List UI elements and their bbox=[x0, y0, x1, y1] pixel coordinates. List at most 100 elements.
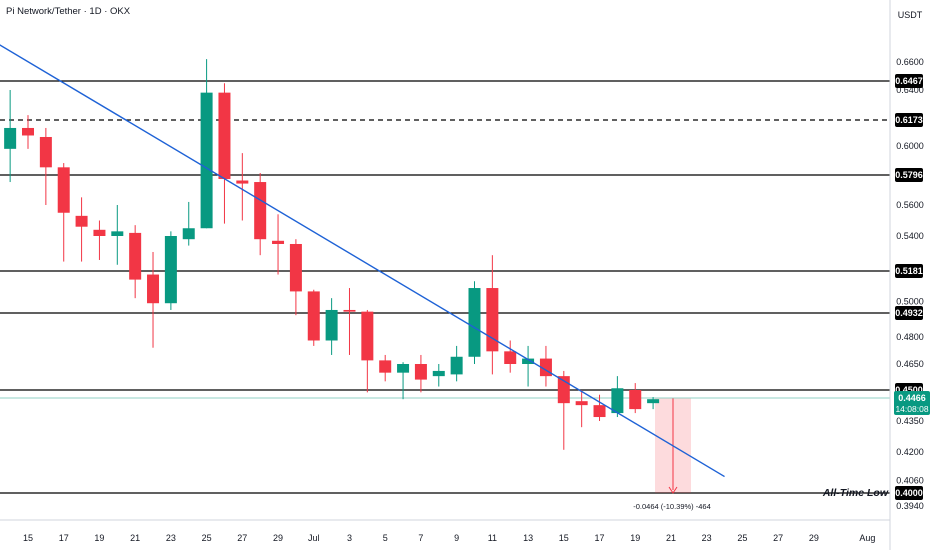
candle-body bbox=[254, 182, 267, 240]
candle-body bbox=[450, 356, 463, 375]
level-badge-label: 0.4932 bbox=[895, 308, 923, 318]
x-tick-label: 29 bbox=[273, 533, 283, 543]
level-badge bbox=[895, 264, 923, 278]
x-tick-label: 19 bbox=[630, 533, 640, 543]
y-tick-label: 0.4650 bbox=[896, 359, 924, 369]
x-tick-label: 11 bbox=[488, 533, 497, 543]
x-tick-label: Aug bbox=[859, 533, 875, 543]
candle-19 bbox=[343, 288, 356, 355]
candle-body bbox=[593, 405, 606, 418]
candle-body bbox=[182, 228, 195, 240]
candle-body bbox=[575, 401, 588, 406]
x-tick-label: 23 bbox=[702, 533, 712, 543]
candle-body bbox=[611, 388, 624, 414]
candle-body bbox=[647, 399, 660, 404]
candle-body bbox=[22, 127, 34, 136]
candle-35 bbox=[629, 383, 642, 414]
x-tick-label: 17 bbox=[595, 533, 605, 543]
candle-body bbox=[379, 360, 392, 373]
x-tick-label: 5 bbox=[383, 533, 388, 543]
candle-16 bbox=[289, 239, 302, 316]
level-badge-label: 0.4500 bbox=[895, 385, 923, 395]
level-badge bbox=[895, 74, 923, 88]
candle-18 bbox=[325, 298, 338, 355]
candle-10 bbox=[182, 201, 195, 246]
candle-9 bbox=[164, 231, 177, 310]
x-tick-label: 27 bbox=[237, 533, 247, 543]
candle-13 bbox=[236, 153, 249, 221]
projection-label: -0.0464 (-10.39%) -464 bbox=[633, 502, 711, 511]
x-tick-label: 25 bbox=[202, 533, 212, 543]
price-badges: 0.6467 0.6173 0.5796 0.5181 0.4932 0.4500 0.40… bbox=[894, 74, 930, 500]
candle-body bbox=[75, 215, 88, 227]
x-tick-label: 21 bbox=[666, 533, 676, 543]
candle-body bbox=[272, 240, 285, 244]
y-tick-label: 0.3940 bbox=[896, 501, 924, 511]
candle-27 bbox=[486, 255, 499, 375]
candle-15 bbox=[272, 214, 285, 275]
candle-body bbox=[397, 364, 410, 373]
x-tick-label: 21 bbox=[130, 533, 140, 543]
candle-26 bbox=[468, 281, 481, 364]
candle-body bbox=[93, 229, 106, 236]
level-badge bbox=[895, 168, 923, 182]
candle-32 bbox=[575, 390, 588, 428]
x-tick-label: 25 bbox=[737, 533, 747, 543]
candle-3 bbox=[57, 163, 70, 262]
candle-2 bbox=[39, 127, 52, 205]
candle-body bbox=[504, 351, 517, 364]
candle-body bbox=[486, 288, 499, 352]
level-badge-label: 0.6467 bbox=[895, 76, 923, 86]
candle-21 bbox=[379, 354, 392, 382]
candle-25 bbox=[450, 345, 463, 382]
candle-14 bbox=[254, 173, 267, 256]
x-tick-label: 23 bbox=[166, 533, 176, 543]
y-tick-label: 0.4800 bbox=[896, 332, 924, 342]
x-tick-label: 17 bbox=[59, 533, 69, 543]
candle-1 bbox=[22, 115, 34, 149]
candle-4 bbox=[75, 197, 88, 262]
candle-36 bbox=[647, 397, 660, 410]
level-badge bbox=[895, 306, 923, 320]
candle-33 bbox=[593, 394, 606, 421]
y-tick-label: 0.6400 bbox=[896, 85, 924, 95]
y-tick-label: 0.5600 bbox=[896, 200, 924, 210]
x-tick-label: 27 bbox=[773, 533, 783, 543]
candle-body bbox=[468, 288, 481, 357]
currency-label: USDT bbox=[898, 10, 923, 20]
candle-body bbox=[111, 231, 124, 236]
x-axis-ticks: 15 17 19 21 23 25 27 29 Jul 3 5 7 9 11 13 15 17 19 21 23 25 2… bbox=[23, 533, 875, 543]
candle-22 bbox=[397, 362, 410, 400]
candle-20 bbox=[361, 309, 374, 393]
x-tick-label: 3 bbox=[347, 533, 352, 543]
candle-body bbox=[522, 358, 535, 364]
candle-23 bbox=[414, 354, 427, 393]
x-tick-label: 15 bbox=[559, 533, 569, 543]
candle-body bbox=[39, 136, 52, 168]
candle-body bbox=[325, 309, 338, 341]
candle-body bbox=[218, 92, 231, 179]
candle-0 bbox=[4, 90, 17, 183]
candles bbox=[4, 59, 660, 450]
level-badge-label: 0.4000 bbox=[895, 488, 923, 498]
x-tick-label: Jul bbox=[308, 533, 320, 543]
candle-7 bbox=[129, 225, 142, 299]
level-badge-label: 0.6173 bbox=[895, 115, 923, 125]
y-tick-label: 0.6000 bbox=[896, 141, 924, 151]
candle-body bbox=[432, 370, 445, 377]
candle-body bbox=[343, 309, 356, 312]
candle-body bbox=[4, 127, 17, 149]
x-tick-label: 9 bbox=[454, 533, 459, 543]
candle-body bbox=[57, 167, 70, 213]
x-tick-label: 13 bbox=[523, 533, 533, 543]
downtrend-line bbox=[0, 44, 725, 478]
candle-12 bbox=[218, 83, 231, 224]
level-badge bbox=[895, 113, 923, 127]
candle-11 bbox=[200, 59, 213, 229]
level-badge bbox=[895, 486, 923, 500]
level-lines bbox=[0, 80, 890, 494]
y-tick-label: 0.4350 bbox=[896, 416, 924, 426]
candle-body bbox=[129, 232, 142, 280]
level-badge-label: 0.5796 bbox=[895, 170, 923, 180]
